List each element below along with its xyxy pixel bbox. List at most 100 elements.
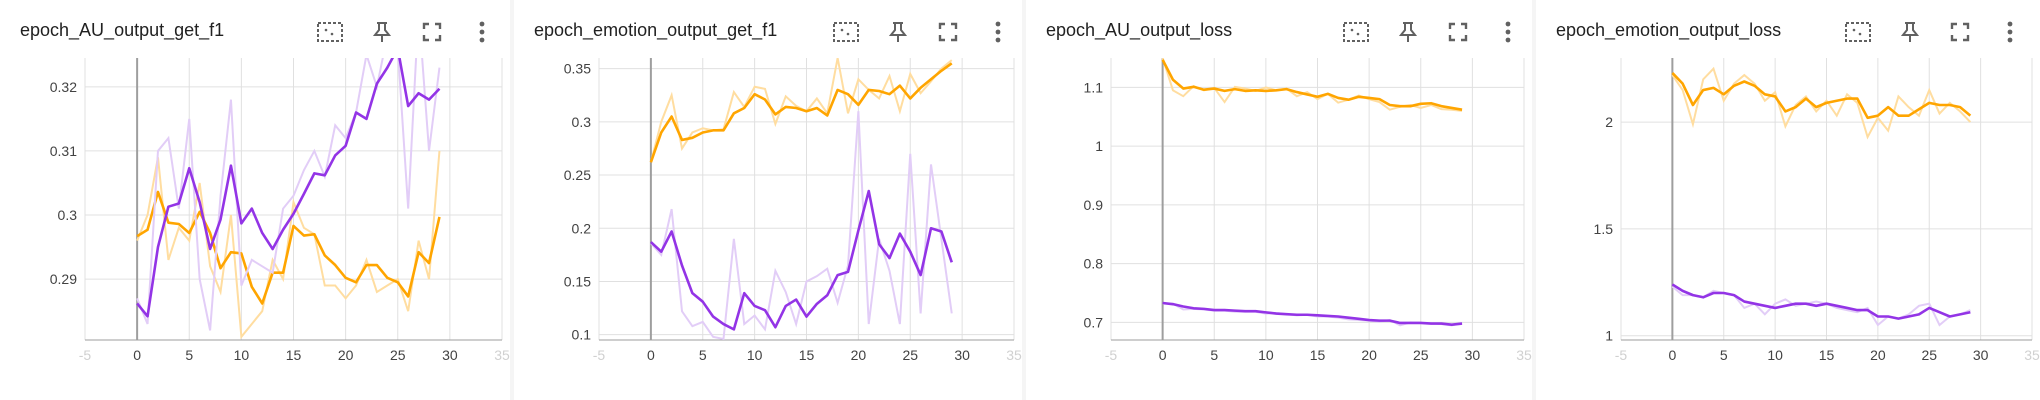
x-tick-label: 0 (1668, 347, 1676, 363)
y-tick-label: 0.35 (564, 61, 591, 77)
more-vert-icon (1505, 21, 1511, 43)
chart-plot: -5 0 5 10 15 20 25 30 35 0.1 0.15 0.2 0.25 0.3 0.35 (564, 58, 1022, 363)
x-tick-label: 35 (1516, 347, 1532, 363)
more-options-button[interactable] (464, 14, 500, 50)
more-vert-icon (479, 21, 485, 43)
pin-icon (1398, 22, 1418, 42)
series-line-raw-orange (136, 150, 441, 340)
fullscreen-icon (422, 22, 442, 42)
x-tick-label: 30 (442, 347, 458, 363)
fullscreen-button[interactable] (1942, 14, 1978, 50)
x-tick-label: 15 (799, 347, 815, 363)
pin-button[interactable] (1892, 14, 1928, 50)
y-tick-label: 0.31 (50, 143, 77, 159)
more-vert-icon (995, 21, 1001, 43)
y-tick-label: 0.7 (1084, 314, 1104, 330)
x-tick-label: 35 (494, 347, 510, 363)
series-line-smoothed-orange (649, 62, 953, 163)
chart-card: epoch_AU_output_loss -5 0 5 10 15 20 25 30 35 0.7… (1026, 0, 1532, 400)
x-tick-label: -5 (79, 347, 92, 363)
chart-plot: -5 0 5 10 15 20 25 30 35 1 1.5 2 (1594, 58, 2040, 363)
series-line-raw-purple (136, 58, 441, 331)
x-tick-label: 15 (286, 347, 302, 363)
x-tick-label: 30 (954, 347, 970, 363)
y-tick-label: 0.9 (1084, 197, 1104, 213)
more-vert-icon (2007, 21, 2013, 43)
x-tick-label: 10 (747, 347, 763, 363)
fit-domain-icon (1343, 22, 1369, 42)
y-tick-label: 0.1 (572, 327, 592, 343)
more-options-button[interactable] (1490, 14, 1526, 50)
x-tick-label: 5 (699, 347, 707, 363)
x-tick-label: 5 (185, 347, 193, 363)
x-tick-label: 10 (1767, 347, 1783, 363)
fit-domain-button[interactable] (828, 14, 864, 50)
x-tick-label: 25 (390, 347, 406, 363)
x-tick-label: 0 (1159, 347, 1167, 363)
y-tick-label: 0.3 (58, 207, 78, 223)
x-tick-label: -5 (1615, 347, 1628, 363)
x-tick-label: -5 (593, 347, 606, 363)
series-line-smoothed-orange (136, 190, 441, 305)
x-tick-label: 30 (1465, 347, 1481, 363)
x-tick-label: 5 (1720, 347, 1728, 363)
x-tick-label: 35 (1006, 347, 1022, 363)
series-line-smoothed-orange (1161, 59, 1463, 111)
y-tick-label: 1 (1095, 138, 1103, 154)
x-tick-label: 15 (1819, 347, 1835, 363)
fullscreen-icon (1448, 22, 1468, 42)
x-tick-label: 0 (133, 347, 141, 363)
series-line-smoothed-purple (136, 58, 441, 318)
series-line-raw-orange (1671, 66, 1972, 140)
y-tick-label: 0.25 (564, 167, 591, 183)
chart-plot: -5 0 5 10 15 20 25 30 35 0.29 0.3 0.31 0.32 (50, 58, 510, 363)
x-tick-label: 20 (1361, 347, 1377, 363)
fit-domain-button[interactable] (1840, 14, 1876, 50)
series-line-smoothed-orange (1671, 72, 1972, 120)
x-tick-label: 15 (1310, 347, 1326, 363)
fullscreen-icon (938, 22, 958, 42)
fullscreen-button[interactable] (930, 14, 966, 50)
fullscreen-button[interactable] (1440, 14, 1476, 50)
y-tick-label: 1 (1605, 328, 1613, 344)
chart-card: epoch_emotion_output_loss -5 0 5 10 15 20 25 30… (1536, 0, 2040, 400)
y-tick-label: 1.5 (1594, 221, 1614, 237)
pin-icon (1900, 22, 1920, 42)
fullscreen-button[interactable] (414, 14, 450, 50)
y-tick-label: 0.32 (50, 79, 77, 95)
y-tick-label: 0.3 (572, 114, 592, 130)
pin-icon (372, 22, 392, 42)
x-tick-label: -5 (1105, 347, 1118, 363)
series-line-smoothed-purple (1162, 301, 1463, 327)
fit-domain-button[interactable] (1338, 14, 1374, 50)
series-line-smoothed-purple (1671, 283, 1971, 320)
y-tick-label: 1.1 (1084, 79, 1104, 95)
y-tick-label: 2 (1605, 114, 1613, 130)
pin-button[interactable] (364, 14, 400, 50)
x-tick-label: 25 (1413, 347, 1429, 363)
y-tick-label: 0.29 (50, 271, 77, 287)
y-tick-label: 0.15 (564, 273, 591, 289)
pin-icon (888, 22, 908, 42)
x-tick-label: 20 (338, 347, 354, 363)
fit-domain-icon (1845, 22, 1871, 42)
series-line-raw-purple (650, 111, 953, 340)
x-tick-label: 30 (1973, 347, 1989, 363)
pin-button[interactable] (1390, 14, 1426, 50)
more-options-button[interactable] (980, 14, 1016, 50)
pin-button[interactable] (880, 14, 916, 50)
chart-title: epoch_emotion_output_loss (1556, 20, 1782, 40)
chart-plot: -5 0 5 10 15 20 25 30 35 0.7 0.8 0.9 1 1.1 (1084, 58, 1532, 363)
x-tick-label: 10 (1258, 347, 1274, 363)
x-tick-label: 25 (1921, 347, 1937, 363)
fullscreen-icon (1950, 22, 1970, 42)
chart-card: epoch_AU_output_get_f1 -5 0 5 10 15 20 25 30 35 0… (0, 0, 510, 400)
y-tick-label: 0.2 (572, 220, 592, 236)
chart-title: epoch_AU_output_loss (1046, 20, 1233, 40)
series-line-smoothed-purple (649, 189, 953, 331)
fit-domain-icon (833, 22, 859, 42)
fit-domain-button[interactable] (312, 14, 348, 50)
x-tick-label: 0 (647, 347, 655, 363)
more-options-button[interactable] (1992, 14, 2028, 50)
x-tick-label: 25 (902, 347, 918, 363)
